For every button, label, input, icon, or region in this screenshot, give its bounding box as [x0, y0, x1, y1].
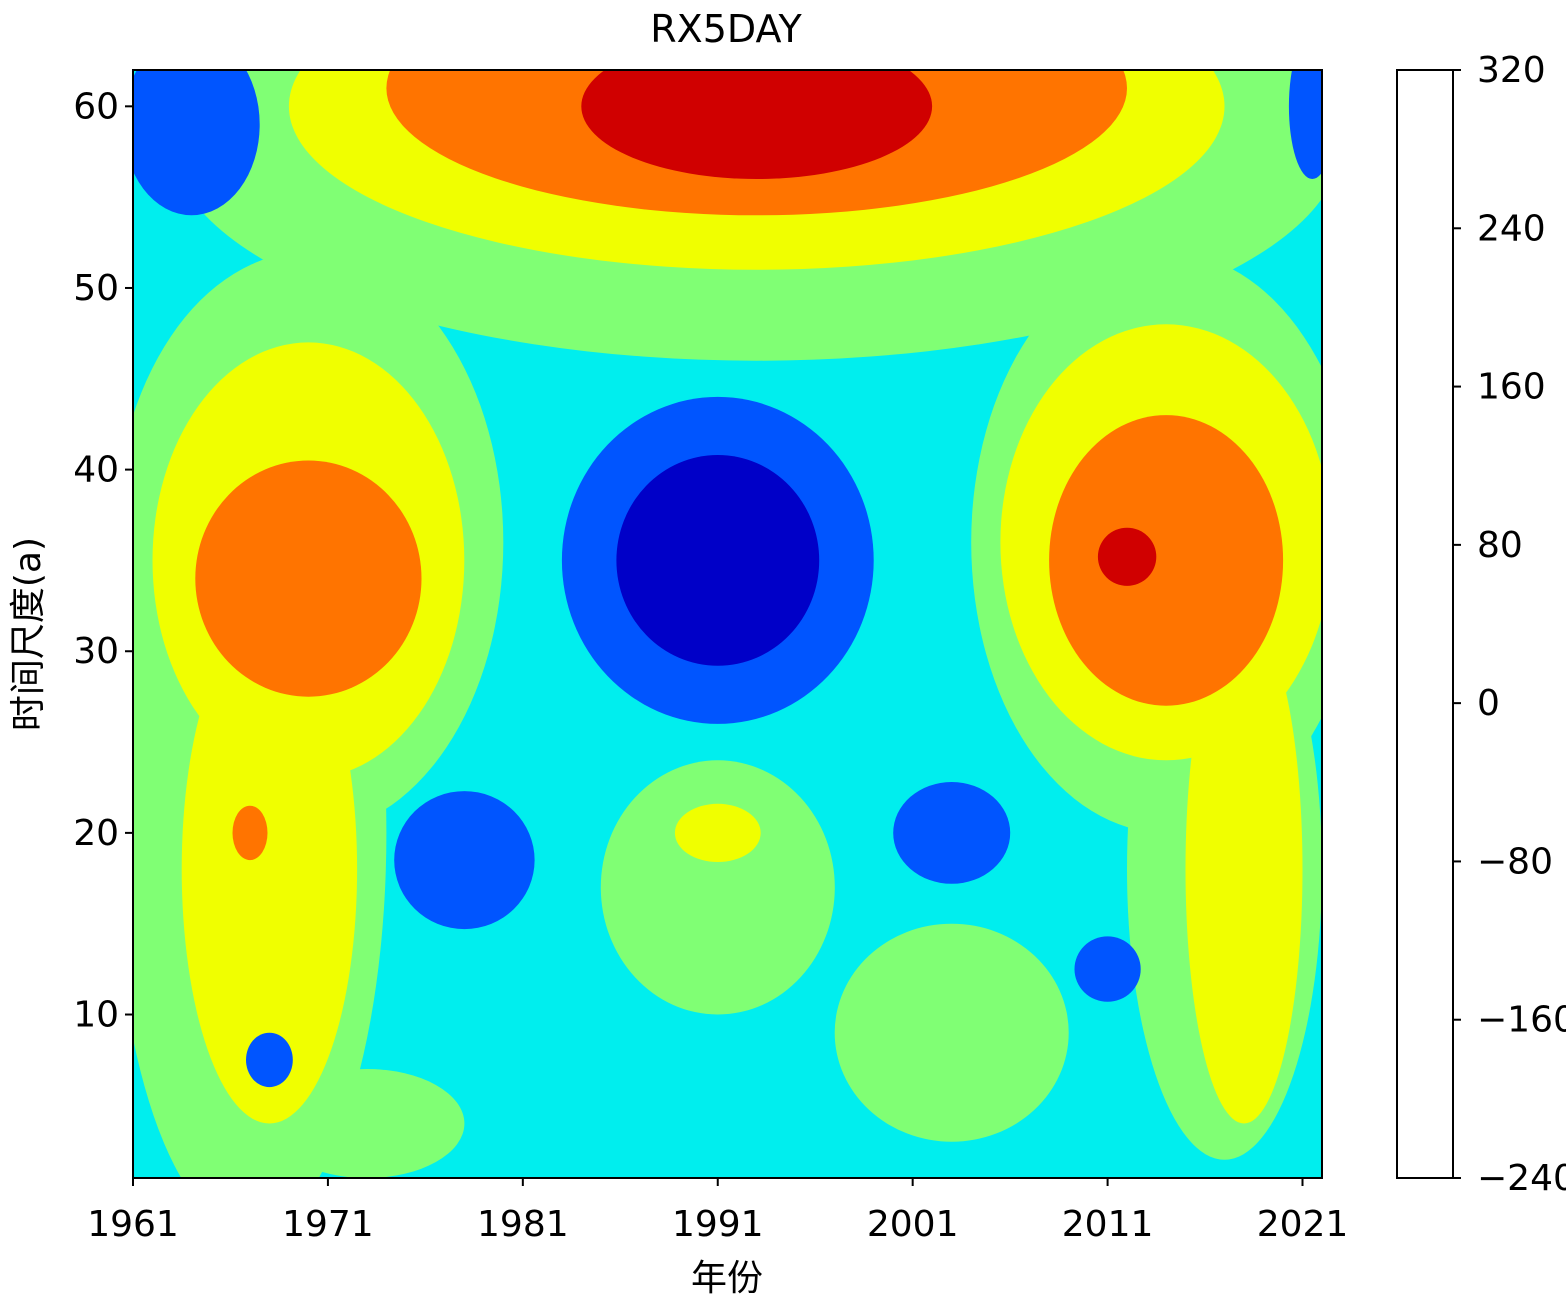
- x-tick-label: 2011: [1062, 1204, 1154, 1245]
- contour-band: [394, 791, 535, 930]
- colorbar-tick-label: 0: [1477, 683, 1500, 724]
- colorbar-tick-label: −240: [1477, 1158, 1566, 1199]
- x-axis-label: 年份: [691, 1258, 763, 1299]
- contour-band: [1074, 936, 1141, 1002]
- y-tick-label: 60: [73, 86, 119, 127]
- contour-band: [893, 782, 1011, 884]
- contour-band: [1185, 614, 1303, 1124]
- contour-band: [232, 805, 268, 861]
- colorbar-tick-label: 240: [1477, 208, 1546, 249]
- colorbar: 320 240 160 80 0 −80 −160 −240: [1396, 50, 1566, 1199]
- contour-band: [181, 614, 358, 1124]
- plot-frame: [132, 69, 1323, 1179]
- x-tick-label: 2021: [1257, 1204, 1349, 1245]
- y-axis-label: 时间尺度(a): [8, 537, 49, 731]
- y-tick-label: 30: [73, 631, 119, 672]
- chart-title: RX5DAY: [650, 7, 802, 51]
- colorbar-tick-label: 320: [1477, 50, 1546, 91]
- contour-band: [600, 760, 835, 1015]
- contour-band: [616, 455, 820, 666]
- y-tick-label: 40: [73, 450, 119, 491]
- plot-area: [133, 70, 1322, 1178]
- colorbar-tick-label: 80: [1477, 525, 1523, 566]
- contour-band: [1097, 527, 1157, 586]
- colorbar-frame: [1396, 69, 1454, 1179]
- colorbar-tick-label: −80: [1477, 841, 1553, 882]
- contour-band: [269, 1069, 465, 1178]
- y-axis: 10 20 30 40 50 60: [73, 86, 133, 1036]
- y-tick-label: 10: [73, 995, 119, 1036]
- x-tick-label: 1981: [477, 1204, 569, 1245]
- y-tick-label: 20: [73, 813, 119, 854]
- x-tick-label: 1971: [282, 1204, 374, 1245]
- contour-band: [581, 70, 933, 179]
- contour-band: [674, 803, 761, 863]
- colorbar-tick-label: −160: [1477, 1000, 1566, 1041]
- colorbar-tick-label: 160: [1477, 367, 1546, 408]
- contour-layers: [133, 70, 1322, 1178]
- x-tick-label: 1991: [672, 1204, 764, 1245]
- contour-band: [834, 923, 1069, 1142]
- contour-band: [1288, 70, 1322, 179]
- contour-band: [246, 1032, 293, 1088]
- x-tick-label: 1961: [87, 1204, 179, 1245]
- contour-band: [195, 460, 422, 697]
- contour-band: [133, 70, 260, 216]
- x-axis: 1961 1971 1981 1991 2001 2011 2021: [87, 1178, 1348, 1245]
- y-tick-label: 50: [73, 268, 119, 309]
- x-tick-label: 2001: [867, 1204, 959, 1245]
- contour-band: [1049, 415, 1284, 706]
